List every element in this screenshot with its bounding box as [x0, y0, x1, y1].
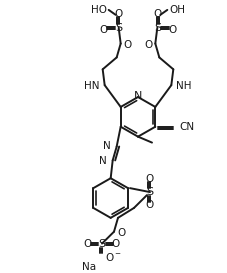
Text: Na: Na — [81, 262, 96, 272]
Text: O: O — [111, 239, 120, 249]
Text: O$^-$: O$^-$ — [105, 251, 121, 263]
Text: S: S — [115, 23, 122, 33]
Text: S: S — [146, 187, 153, 197]
Text: CN: CN — [178, 122, 194, 132]
Text: O: O — [145, 200, 153, 210]
Text: O: O — [114, 9, 122, 19]
Text: O: O — [143, 40, 152, 50]
Text: O: O — [153, 9, 161, 19]
Text: O: O — [123, 40, 131, 50]
Text: O: O — [145, 174, 153, 184]
Text: O: O — [168, 25, 176, 35]
Text: N: N — [102, 141, 110, 150]
Text: OH: OH — [169, 5, 185, 15]
Text: S: S — [98, 239, 105, 249]
Text: O: O — [99, 25, 107, 35]
Text: O: O — [116, 228, 125, 238]
Text: HO: HO — [90, 5, 106, 15]
Text: N: N — [133, 91, 142, 101]
Text: O: O — [84, 239, 92, 249]
Text: N: N — [99, 156, 106, 167]
Text: S: S — [153, 23, 160, 33]
Text: NH: NH — [175, 81, 191, 91]
Text: HN: HN — [84, 81, 99, 91]
